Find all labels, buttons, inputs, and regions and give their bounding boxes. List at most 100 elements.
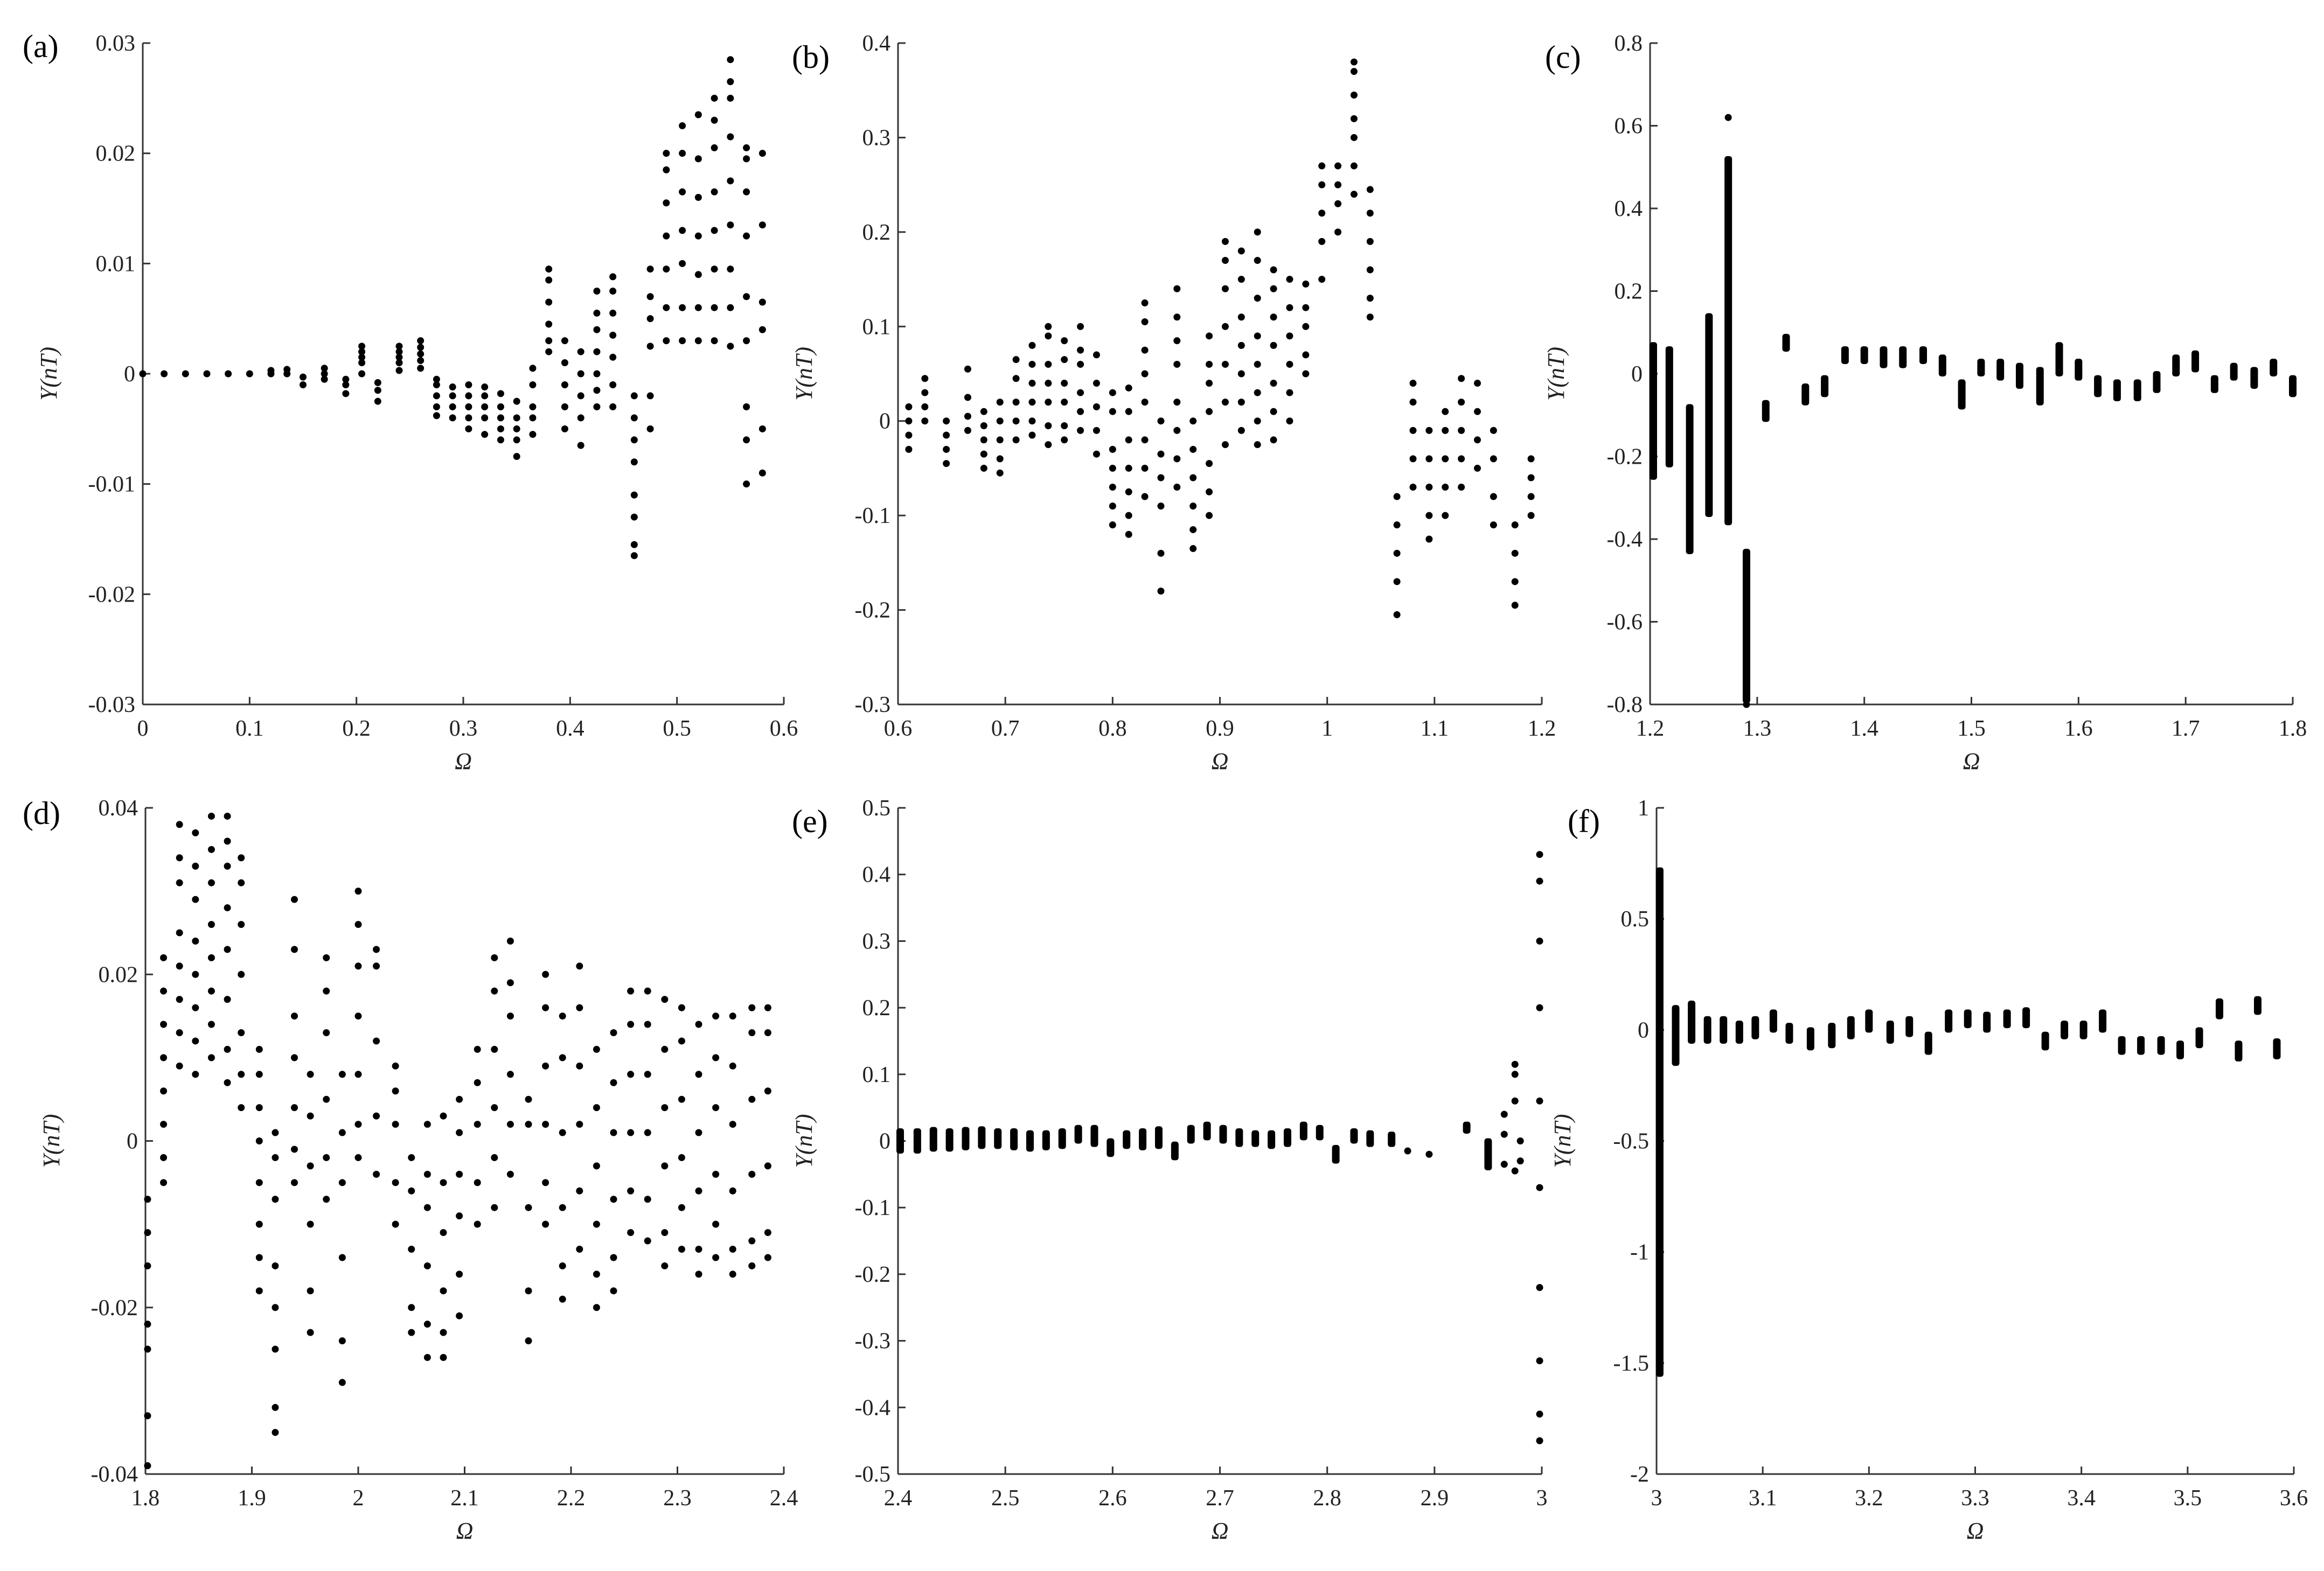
data-point (1409, 380, 1417, 387)
data-band (2075, 358, 2083, 381)
data-band (962, 1127, 970, 1150)
data-point (905, 417, 913, 425)
data-point (559, 1204, 566, 1211)
y-tick-label: -0.1 (855, 504, 891, 528)
data-point (1500, 1130, 1508, 1138)
data-point (630, 513, 638, 521)
data-point (1109, 521, 1116, 529)
x-tick-label: 2 (353, 1486, 364, 1511)
data-point (630, 414, 638, 422)
data-point (711, 266, 718, 273)
data-point (160, 1121, 168, 1128)
data-band (1938, 354, 1946, 376)
data-point (1077, 323, 1084, 330)
data-point (1221, 238, 1229, 245)
data-point (610, 1287, 617, 1295)
data-point (440, 1229, 447, 1237)
data-point (1527, 455, 1535, 463)
y-tick-label: 0.4 (1615, 197, 1643, 221)
data-point (1270, 341, 1277, 349)
data-band (1724, 156, 1732, 526)
data-band (1042, 1130, 1050, 1150)
data-point (943, 445, 950, 453)
data-point (743, 144, 750, 151)
data-band (1924, 1031, 1932, 1055)
data-point (727, 266, 734, 273)
data-point (1109, 484, 1116, 491)
data-band (2094, 375, 2102, 397)
data-band (1720, 1016, 1728, 1044)
data-point (525, 1337, 532, 1345)
data-point (712, 1104, 720, 1112)
x-tick-label: 1 (1321, 716, 1333, 741)
data-point (577, 370, 585, 378)
data-point (1442, 427, 1449, 434)
data-point (161, 370, 168, 378)
panel-f: 3 3.1 3.2 3.3 3.4 3.5 3.6 -2 -1.5 -1 -0.5 0 0.5 1 Ω Y(n… (1549, 796, 2308, 1544)
data-point (255, 1071, 263, 1078)
data-point (1334, 200, 1342, 207)
data-point (307, 1329, 314, 1336)
data-point (694, 155, 702, 163)
x-tick-label: 3.1 (1749, 1486, 1777, 1511)
data-point (1045, 399, 1052, 406)
data-point (449, 403, 456, 410)
data-point (1270, 380, 1277, 387)
data-point (561, 381, 568, 388)
data-point (354, 1121, 362, 1128)
panel-label: (c) (1545, 39, 1581, 75)
data-band (1983, 1011, 1991, 1033)
data-point (392, 1220, 399, 1228)
data-point (921, 375, 929, 382)
y-axis-label: Y(nT) (791, 1114, 817, 1168)
data-band (2099, 1009, 2107, 1033)
data-point (255, 1254, 263, 1261)
data-point (1474, 408, 1481, 415)
data-point (711, 116, 718, 124)
x-tick-label: 2.2 (557, 1486, 586, 1511)
data-point (561, 425, 568, 432)
data-point (1109, 389, 1116, 396)
data-point (1125, 436, 1132, 444)
data-point (224, 862, 231, 870)
panel-b: 0.6 0.7 0.8 0.9 1 1.1 1.2 -0.3 -0.2 -0.1 0 0.1 0.2 0.… (791, 31, 1556, 774)
data-band (1058, 1128, 1066, 1149)
data-point (1366, 295, 1374, 302)
data-point (456, 1312, 463, 1319)
data-band (2270, 358, 2278, 376)
data-point (300, 381, 307, 388)
data-point (358, 353, 366, 361)
y-tick-label: 0.03 (96, 31, 136, 56)
data-point (630, 458, 638, 466)
data-point (996, 436, 1004, 444)
data-point (1189, 445, 1197, 453)
data-band (2273, 1038, 2281, 1059)
data-point (964, 394, 971, 401)
data-point (307, 1112, 314, 1120)
data-point (1536, 1097, 1543, 1105)
data-point (1061, 399, 1068, 406)
x-tick-label: 3.3 (1961, 1486, 1989, 1511)
data-point (727, 221, 734, 229)
data-point (1350, 191, 1358, 198)
data-point (577, 442, 585, 449)
y-tick-label: -0.1 (855, 1196, 891, 1220)
data-point (373, 962, 380, 970)
data-point (433, 375, 440, 383)
data-point (661, 1104, 669, 1112)
data-point (679, 188, 686, 195)
data-band (1801, 383, 1810, 406)
y-tick-label: 0.8 (1615, 31, 1643, 56)
data-band (1945, 1009, 1953, 1033)
data-point (661, 1045, 669, 1053)
data-point (497, 414, 504, 422)
data-point (1318, 162, 1326, 170)
data-point (1490, 427, 1497, 434)
data-band (1649, 342, 1657, 480)
data-point (1093, 403, 1100, 410)
y-tick-label: 0 (879, 409, 890, 434)
data-band (1688, 1000, 1696, 1044)
data-point (1045, 360, 1052, 368)
data-point (1527, 512, 1535, 519)
data-point (576, 1246, 583, 1253)
